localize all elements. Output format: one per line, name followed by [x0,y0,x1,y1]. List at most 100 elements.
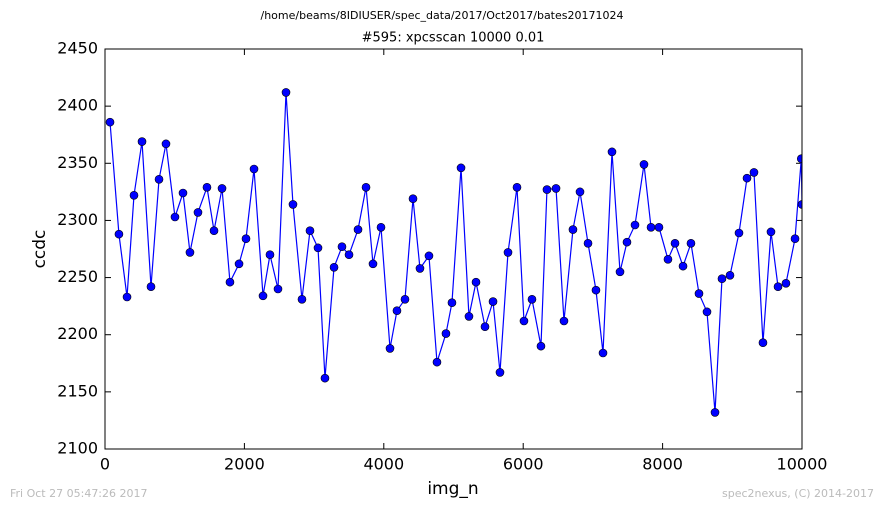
y-tick-label: 2250 [57,267,98,286]
chart-title: #595: xpcsscan 10000 0.01 [362,31,545,46]
data-point [527,294,537,304]
data-point [209,226,219,236]
data-point [622,237,632,247]
data-point [654,222,664,232]
data-point [281,88,291,97]
data-point [536,341,546,351]
data-point [297,294,307,304]
y-tick-label: 2450 [57,39,98,58]
data-point [424,251,434,261]
data-point [441,329,451,338]
data-point [790,234,800,244]
data-point [630,220,640,230]
footer-left: Fri Oct 27 05:47:26 2017 [10,487,148,500]
data-point [464,312,474,321]
data-point [249,164,259,174]
data-point [456,163,466,173]
data-point [273,284,283,294]
data-point [542,185,552,194]
data-point [265,250,275,260]
data-point [385,344,395,353]
y-tick-label: 2100 [57,439,98,458]
data-point [137,137,147,146]
data-point [353,225,363,234]
data-point [170,212,180,222]
data-point [797,154,802,164]
x-tick-label: 0 [100,455,110,474]
data-point [329,262,339,272]
data-point [288,200,298,209]
x-tick-label: 4000 [363,455,404,474]
data-point [702,307,712,317]
data-point [568,225,578,234]
data-point [185,248,195,257]
data-point [337,242,347,252]
y-tick-label: 2200 [57,324,98,343]
x-tick-label: 10000 [777,455,828,474]
data-point [512,182,522,192]
y-tick-label: 2150 [57,381,98,400]
data-point [114,229,124,239]
data-point [234,259,244,269]
data-point [725,270,735,280]
data-point [129,190,139,200]
data-point [734,228,744,238]
data-point [678,261,688,271]
data-point [646,222,656,232]
y-axis-label: ccdc [30,230,50,269]
data-point [305,226,315,236]
data-point [313,243,323,253]
data-point [415,264,425,273]
y-tick-label: 2350 [57,153,98,172]
data-point [742,173,752,183]
data-point [710,408,720,417]
data-point [559,316,569,326]
data-point [161,139,171,149]
data-point [488,297,498,306]
data-point [400,294,410,304]
data-point [368,259,378,269]
data-point [225,277,235,287]
data-point [583,238,593,248]
data-point [781,278,791,288]
data-point [241,234,251,244]
data-point [320,373,330,383]
data-point [122,292,132,302]
data-point [376,222,386,232]
plot-frame [104,48,803,450]
data-point [480,322,490,332]
data-point [193,208,203,217]
y-tick-label: 2400 [57,96,98,115]
data-point [797,200,802,209]
y-tick-label: 2300 [57,210,98,229]
data-point [408,194,418,204]
data-point [154,174,164,184]
data-point [471,277,481,287]
data-point [178,188,188,198]
data-point [686,238,696,248]
data-point [758,338,768,348]
data-point [258,291,268,301]
data-point [615,267,625,277]
data-point [519,316,529,326]
data-point [105,117,115,127]
data-point [392,306,402,316]
data-point [495,368,505,377]
data-point [575,187,585,197]
x-tick-label: 2000 [224,455,265,474]
data-point [749,168,759,177]
x-tick-label: 6000 [503,455,544,474]
data-point [670,238,680,248]
data-point [591,285,601,295]
data-point [447,298,457,308]
plot-area [105,88,802,417]
data-point [694,289,704,298]
data-point [663,254,673,264]
footer-right: spec2nexus, (C) 2014-2017 [722,487,874,500]
data-point [432,357,442,367]
suptitle: /home/beams/8IDIUSER/spec_data/2017/Oct2… [261,9,624,22]
data-point [717,274,727,284]
data-point [773,282,783,292]
